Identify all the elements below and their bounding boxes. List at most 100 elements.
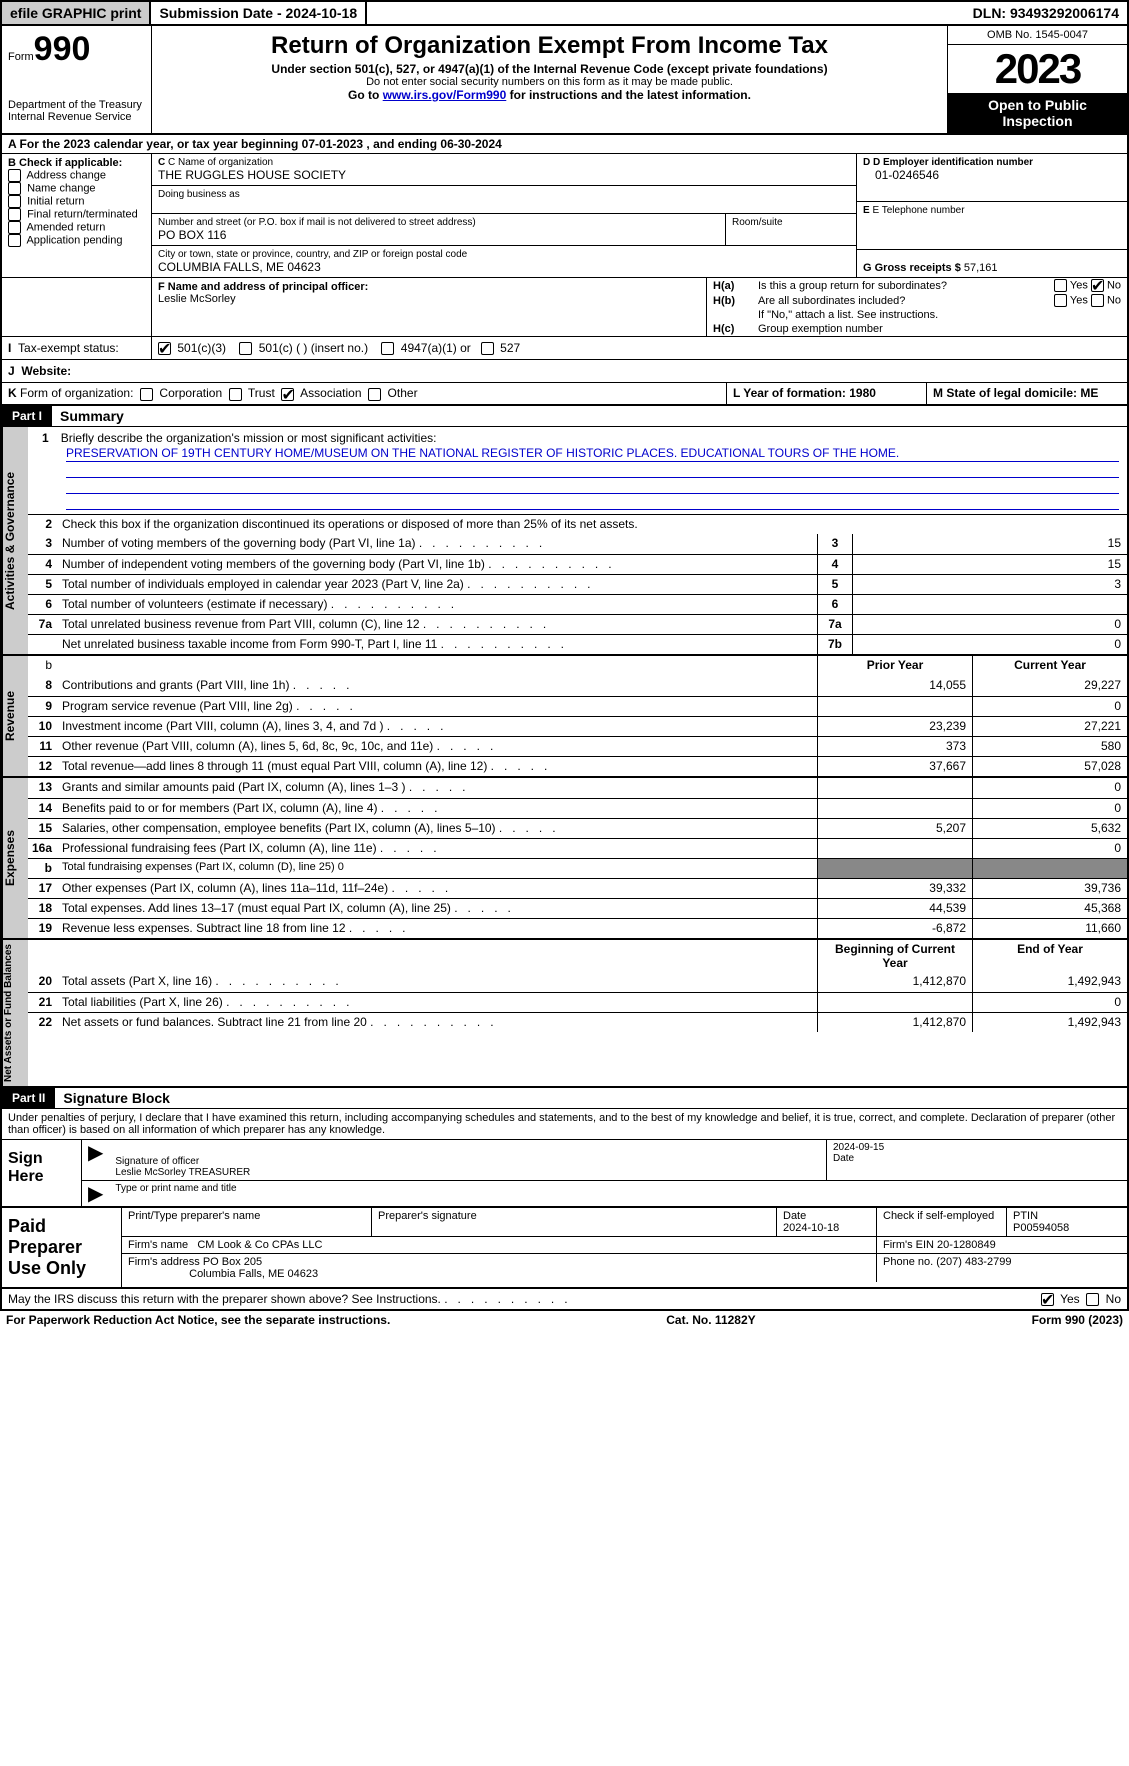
rev-line-8: 8Contributions and grants (Part VIII, li… <box>28 676 1127 696</box>
exp-prior <box>817 799 972 818</box>
part-2-tag: Part II <box>2 1088 55 1108</box>
corp-checkbox[interactable] <box>140 388 153 401</box>
exp-desc: Salaries, other compensation, employee b… <box>58 819 817 838</box>
rev-num: 11 <box>28 737 58 756</box>
exp-prior <box>817 839 972 858</box>
h-c-label: H(c) <box>713 323 758 335</box>
501c3-checkbox[interactable] <box>158 342 171 355</box>
street-value: PO BOX 116 <box>158 228 719 242</box>
opt-other: Other <box>388 386 418 400</box>
exp-desc: Benefits paid to or for members (Part IX… <box>58 799 817 818</box>
colb-opt-1-checkbox[interactable] <box>8 182 21 195</box>
dln: DLN: 93493292006174 <box>965 2 1127 24</box>
h-b-no-checkbox[interactable] <box>1091 294 1104 307</box>
discuss-yes-checkbox[interactable] <box>1041 1293 1054 1306</box>
part-2-header: Part II Signature Block <box>0 1088 1129 1109</box>
discuss-yes: Yes <box>1060 1292 1080 1306</box>
4947-checkbox[interactable] <box>381 342 394 355</box>
colb-opt-0-checkbox[interactable] <box>8 169 21 182</box>
gov-num: 4 <box>28 555 58 574</box>
exp-line-13: 13Grants and similar amounts paid (Part … <box>28 778 1127 798</box>
rev-current: 57,028 <box>972 757 1127 776</box>
main-info-block: B Check if applicable: Address change Na… <box>0 154 1129 278</box>
yes-label-2: Yes <box>1070 294 1088 306</box>
gov-desc: Number of independent voting members of … <box>58 555 817 574</box>
net-line-22: 22Net assets or fund balances. Subtract … <box>28 1012 1127 1032</box>
527-checkbox[interactable] <box>481 342 494 355</box>
form-title: Return of Organization Exempt From Incom… <box>156 32 943 60</box>
exp-desc: Professional fundraising fees (Part IX, … <box>58 839 817 858</box>
rev-num: 12 <box>28 757 58 776</box>
exp-current <box>972 859 1127 878</box>
exp-num: 18 <box>28 899 58 918</box>
h-a-yes-checkbox[interactable] <box>1054 279 1067 292</box>
row-l: L Year of formation: 1980 <box>733 386 876 400</box>
phone-value: (207) 483-2799 <box>936 1256 1011 1268</box>
net-prior: 1,412,870 <box>817 972 972 992</box>
h-a-no-checkbox[interactable] <box>1091 279 1104 292</box>
exp-current: 0 <box>972 839 1127 858</box>
exp-num: 14 <box>28 799 58 818</box>
rev-desc: Program service revenue (Part VIII, line… <box>58 697 817 716</box>
colb-opt-4-checkbox[interactable] <box>8 221 21 234</box>
form-header: Form990 Department of the Treasury Inter… <box>0 26 1129 135</box>
gov-box: 4 <box>817 555 852 574</box>
discuss-no-checkbox[interactable] <box>1086 1293 1099 1306</box>
rev-prior: 14,055 <box>817 676 972 696</box>
net-num: 22 <box>28 1013 58 1032</box>
assoc-checkbox[interactable] <box>281 388 294 401</box>
h-b-label: H(b) <box>713 295 758 307</box>
gov-desc: Total number of individuals employed in … <box>58 575 817 594</box>
col-b-label: B Check if applicable: <box>8 157 145 169</box>
colb-opt-2-checkbox[interactable] <box>8 195 21 208</box>
gov-num <box>28 635 58 654</box>
row-m: M State of legal domicile: ME <box>933 386 1098 400</box>
submission-date-value: 2024-10-18 <box>286 5 358 21</box>
gov-num: 7a <box>28 615 58 634</box>
gross-receipts: 57,161 <box>964 262 998 274</box>
net-num: 20 <box>28 972 58 992</box>
h-b-yes-checkbox[interactable] <box>1054 294 1067 307</box>
rev-prior: 373 <box>817 737 972 756</box>
colb-opt-5-label: Application pending <box>26 234 122 246</box>
gov-num: 5 <box>28 575 58 594</box>
net-num: 21 <box>28 993 58 1012</box>
gov-line-4: 4Number of independent voting members of… <box>28 554 1127 574</box>
rev-desc: Other revenue (Part VIII, column (A), li… <box>58 737 817 756</box>
current-year-header: Current Year <box>972 656 1127 676</box>
exp-current: 45,368 <box>972 899 1127 918</box>
colb-opt-5-checkbox[interactable] <box>8 234 21 247</box>
irs-link[interactable]: www.irs.gov/Form990 <box>383 88 507 102</box>
rev-line-11: 11Other revenue (Part VIII, column (A), … <box>28 736 1127 756</box>
officer-signature: Leslie McSorley TREASURER <box>115 1167 820 1178</box>
rev-line-12: 12Total revenue—add lines 8 through 11 (… <box>28 756 1127 776</box>
net-desc: Net assets or fund balances. Subtract li… <box>58 1013 817 1032</box>
vtab-net: Net Assets or Fund Balances <box>2 940 28 1086</box>
prior-year-header: Prior Year <box>817 656 972 676</box>
row-k-text: Form of organization: <box>20 386 133 400</box>
h-b-note: If "No," attach a list. See instructions… <box>758 309 1121 321</box>
other-checkbox[interactable] <box>368 388 381 401</box>
self-employed-label: Check if self-employed <box>883 1210 994 1222</box>
mission-text: PRESERVATION OF 19TH CENTURY HOME/MUSEUM… <box>66 445 1119 462</box>
section-governance: Activities & Governance 1Briefly describ… <box>0 427 1129 656</box>
colb-opt-2-label: Initial return <box>27 195 84 207</box>
row-a-mid: , and ending <box>363 137 440 151</box>
tax-year: 2023 <box>948 45 1127 93</box>
colb-opt-3-checkbox[interactable] <box>8 208 21 221</box>
page-footer: For Paperwork Reduction Act Notice, see … <box>0 1311 1129 1329</box>
exp-num: 15 <box>28 819 58 838</box>
exp-desc: Other expenses (Part IX, column (A), lin… <box>58 879 817 898</box>
row-a-begin: 07-01-2023 <box>302 137 363 151</box>
part-2-title: Signature Block <box>55 1090 170 1106</box>
vtab-expenses: Expenses <box>2 778 28 938</box>
exp-line-18: 18Total expenses. Add lines 13–17 (must … <box>28 898 1127 918</box>
rev-prior: 37,667 <box>817 757 972 776</box>
efile-print-button[interactable]: efile GRAPHIC print <box>2 2 151 24</box>
dept-text: Department of the Treasury Internal Reve… <box>8 99 145 123</box>
trust-checkbox[interactable] <box>229 388 242 401</box>
501c-checkbox[interactable] <box>239 342 252 355</box>
gov-val: 0 <box>852 635 1127 654</box>
part-1-tag: Part I <box>2 406 52 426</box>
rev-current: 27,221 <box>972 717 1127 736</box>
